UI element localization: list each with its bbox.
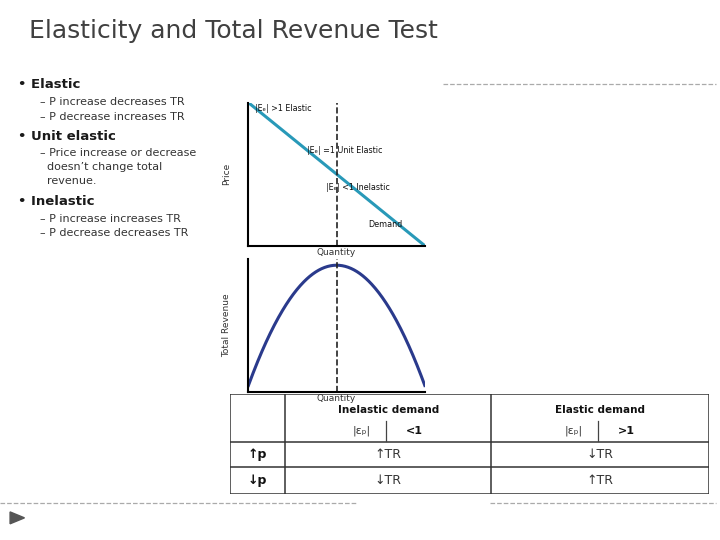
Text: – P increase decreases TR: – P increase decreases TR [40, 97, 184, 107]
Text: |Eₑ| =1 Unit Elastic: |Eₑ| =1 Unit Elastic [307, 145, 382, 154]
Text: ↑TR: ↑TR [375, 448, 402, 461]
X-axis label: Quantity: Quantity [317, 394, 356, 403]
Text: • Unit elastic: • Unit elastic [18, 130, 116, 143]
Text: >1: >1 [618, 426, 635, 436]
Text: ↓TR: ↓TR [587, 448, 613, 461]
Text: – P decrease decreases TR: – P decrease decreases TR [40, 228, 188, 238]
Text: ↓TR: ↓TR [375, 474, 402, 487]
Text: • Inelastic: • Inelastic [18, 195, 94, 208]
Text: ↓p: ↓p [248, 474, 267, 487]
X-axis label: Quantity: Quantity [317, 248, 356, 258]
Text: revenue.: revenue. [40, 176, 96, 186]
Text: – P decrease increases TR: – P decrease increases TR [40, 112, 184, 122]
Text: ↑TR: ↑TR [587, 474, 613, 487]
Text: Elasticity and Total Revenue Test: Elasticity and Total Revenue Test [29, 19, 438, 43]
Text: doesn’t change total: doesn’t change total [40, 162, 162, 172]
Text: ↑p: ↑p [248, 448, 267, 461]
Y-axis label: Total Revenue: Total Revenue [222, 294, 230, 357]
Text: |Eₑ| <1 Inelastic: |Eₑ| <1 Inelastic [326, 183, 390, 192]
Text: <1: <1 [406, 426, 423, 436]
Text: Elastic demand: Elastic demand [555, 405, 645, 415]
Text: |εₚ|: |εₚ| [353, 426, 371, 436]
Text: Demand: Demand [369, 220, 402, 229]
Text: |εₚ|: |εₚ| [565, 426, 583, 436]
Text: |Eₑ| >1 Elastic: |Eₑ| >1 Elastic [256, 104, 312, 113]
Text: Inelastic demand: Inelastic demand [338, 405, 439, 415]
Text: – Price increase or decrease: – Price increase or decrease [40, 148, 196, 158]
Text: – P increase increases TR: – P increase increases TR [40, 214, 181, 224]
Text: • Elastic: • Elastic [18, 78, 81, 91]
Y-axis label: Price: Price [222, 163, 230, 185]
Polygon shape [10, 512, 24, 524]
